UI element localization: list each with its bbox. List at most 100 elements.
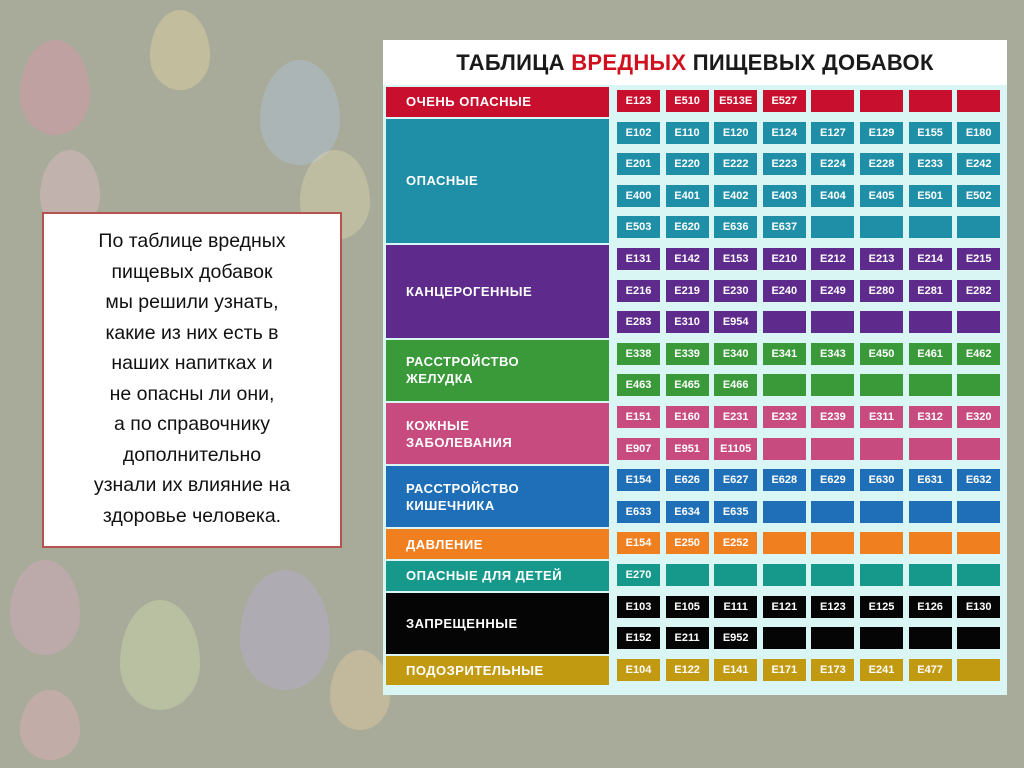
additive-code-cell: E403 <box>762 184 806 207</box>
empty-cell <box>714 564 758 586</box>
additive-code-cell: E513E <box>714 90 758 112</box>
additive-code-cell: E402 <box>714 184 758 207</box>
additive-code-cell: E632 <box>957 469 1001 492</box>
empty-cell <box>957 374 1001 397</box>
empty-cell <box>860 374 903 397</box>
additive-code-cell: E125 <box>860 595 903 618</box>
additive-code-cell: E405 <box>860 184 903 207</box>
additive-code-cell: E462 <box>957 342 1001 365</box>
empty-cell <box>957 437 1001 460</box>
empty-cell <box>908 216 952 239</box>
additive-code-cell: E450 <box>860 342 903 365</box>
additive-code-cell: E120 <box>714 121 758 144</box>
additive-code-cell: E312 <box>908 406 952 428</box>
additive-code-cell: E630 <box>860 469 903 492</box>
empty-cell <box>908 532 952 555</box>
title-highlight: ВРЕДНЫХ <box>571 50 687 75</box>
additive-code-cell: E242 <box>957 153 1001 176</box>
additive-code-cell: E503 <box>617 216 660 239</box>
category-label: ОПАСНЫЕ ДЛЯ ДЕТЕЙ <box>386 561 609 591</box>
additive-code-cell: E954 <box>714 311 758 334</box>
additive-code-cell: E123 <box>617 90 660 112</box>
additive-code-cell: E155 <box>908 121 952 144</box>
title-part: ТАБЛИЦА <box>456 50 572 75</box>
additive-code-cell: E400 <box>617 184 660 207</box>
additive-code-cell: E224 <box>811 153 855 176</box>
egg-decoration <box>240 570 330 690</box>
empty-cell <box>908 311 952 334</box>
additive-code-cell: E240 <box>762 279 806 302</box>
additive-code-cell: E129 <box>860 121 903 144</box>
additive-code-cell: E907 <box>617 437 660 460</box>
additive-code-cell: E635 <box>714 500 758 523</box>
additive-code-cell: E252 <box>714 532 758 555</box>
empty-cell <box>908 627 952 650</box>
empty-cell <box>811 311 855 334</box>
category-label: ОПАСНЫЕ <box>386 118 609 243</box>
empty-cell <box>811 532 855 555</box>
additive-code-cell: E121 <box>762 595 806 618</box>
category-label: ДАВЛЕНИЕ <box>386 529 609 559</box>
additive-code-cell: E463 <box>617 374 660 397</box>
additive-code-cell: E213 <box>860 248 903 270</box>
additive-code-cell: E282 <box>957 279 1001 302</box>
empty-cell <box>957 532 1001 555</box>
additive-code-cell: E631 <box>908 469 952 492</box>
additive-code-cell: E627 <box>714 469 758 492</box>
empty-cell <box>762 532 806 555</box>
egg-decoration <box>260 60 340 165</box>
additive-code-cell: E171 <box>762 658 806 681</box>
additive-code-cell: E214 <box>908 248 952 270</box>
egg-decoration <box>150 10 210 90</box>
additive-code-cell: E281 <box>908 279 952 302</box>
empty-cell <box>957 311 1001 334</box>
additive-code-cell: E636 <box>714 216 758 239</box>
additive-code-cell: E152 <box>617 627 660 650</box>
additive-code-cell: E102 <box>617 121 660 144</box>
empty-cell <box>957 564 1001 586</box>
additive-code-cell: E231 <box>714 406 758 428</box>
additive-code-cell: E222 <box>714 153 758 176</box>
additive-code-cell: E320 <box>957 406 1001 428</box>
empty-cell <box>762 564 806 586</box>
slide-text: По таблице вредных пищевых добавок мы ре… <box>93 230 291 527</box>
category-label: РАССТРОЙСТВО ЖЕЛУДКА <box>386 339 609 401</box>
category-label: ОЧЕНЬ ОПАСНЫЕ <box>386 87 609 117</box>
additive-code-cell: E339 <box>665 342 709 365</box>
additive-code-cell: E230 <box>714 279 758 302</box>
additive-code-cell: E160 <box>665 406 709 428</box>
additive-code-cell: E310 <box>665 311 709 334</box>
text-box: По таблице вредных пищевых добавок мы ре… <box>42 212 342 548</box>
empty-cell <box>908 374 952 397</box>
category-label: ЗАПРЕЩЕННЫЕ <box>386 592 609 654</box>
additive-code-cell: E154 <box>617 532 660 555</box>
empty-cell <box>957 90 1001 112</box>
additive-code-cell: E104 <box>617 658 660 681</box>
table-title: ТАБЛИЦА ВРЕДНЫХ ПИЩЕВЫХ ДОБАВОК <box>383 40 1007 85</box>
empty-cell <box>957 216 1001 239</box>
additive-code-cell: E239 <box>811 406 855 428</box>
additive-code-cell: E340 <box>714 342 758 365</box>
additive-code-cell: E628 <box>762 469 806 492</box>
additive-code-cell: E223 <box>762 153 806 176</box>
additive-code-cell: E151 <box>617 406 660 428</box>
additive-code-cell: E131 <box>617 248 660 270</box>
additive-code-cell: E216 <box>617 279 660 302</box>
additive-code-cell: E110 <box>665 121 709 144</box>
additive-code-cell: E952 <box>714 627 758 650</box>
additive-code-cell: E280 <box>860 279 903 302</box>
additive-code-cell: E343 <box>811 342 855 365</box>
additive-code-cell: E141 <box>714 658 758 681</box>
empty-cell <box>908 437 952 460</box>
additive-code-cell: E477 <box>908 658 952 681</box>
additive-code-cell: E466 <box>714 374 758 397</box>
empty-cell <box>762 627 806 650</box>
egg-decoration <box>20 40 90 135</box>
empty-cell <box>957 658 1001 681</box>
additive-code-cell: E233 <box>908 153 952 176</box>
additive-code-cell: E1105 <box>714 437 758 460</box>
additive-code-cell: E126 <box>908 595 952 618</box>
empty-cell <box>957 500 1001 523</box>
additive-code-cell: E249 <box>811 279 855 302</box>
additive-code-cell: E465 <box>665 374 709 397</box>
